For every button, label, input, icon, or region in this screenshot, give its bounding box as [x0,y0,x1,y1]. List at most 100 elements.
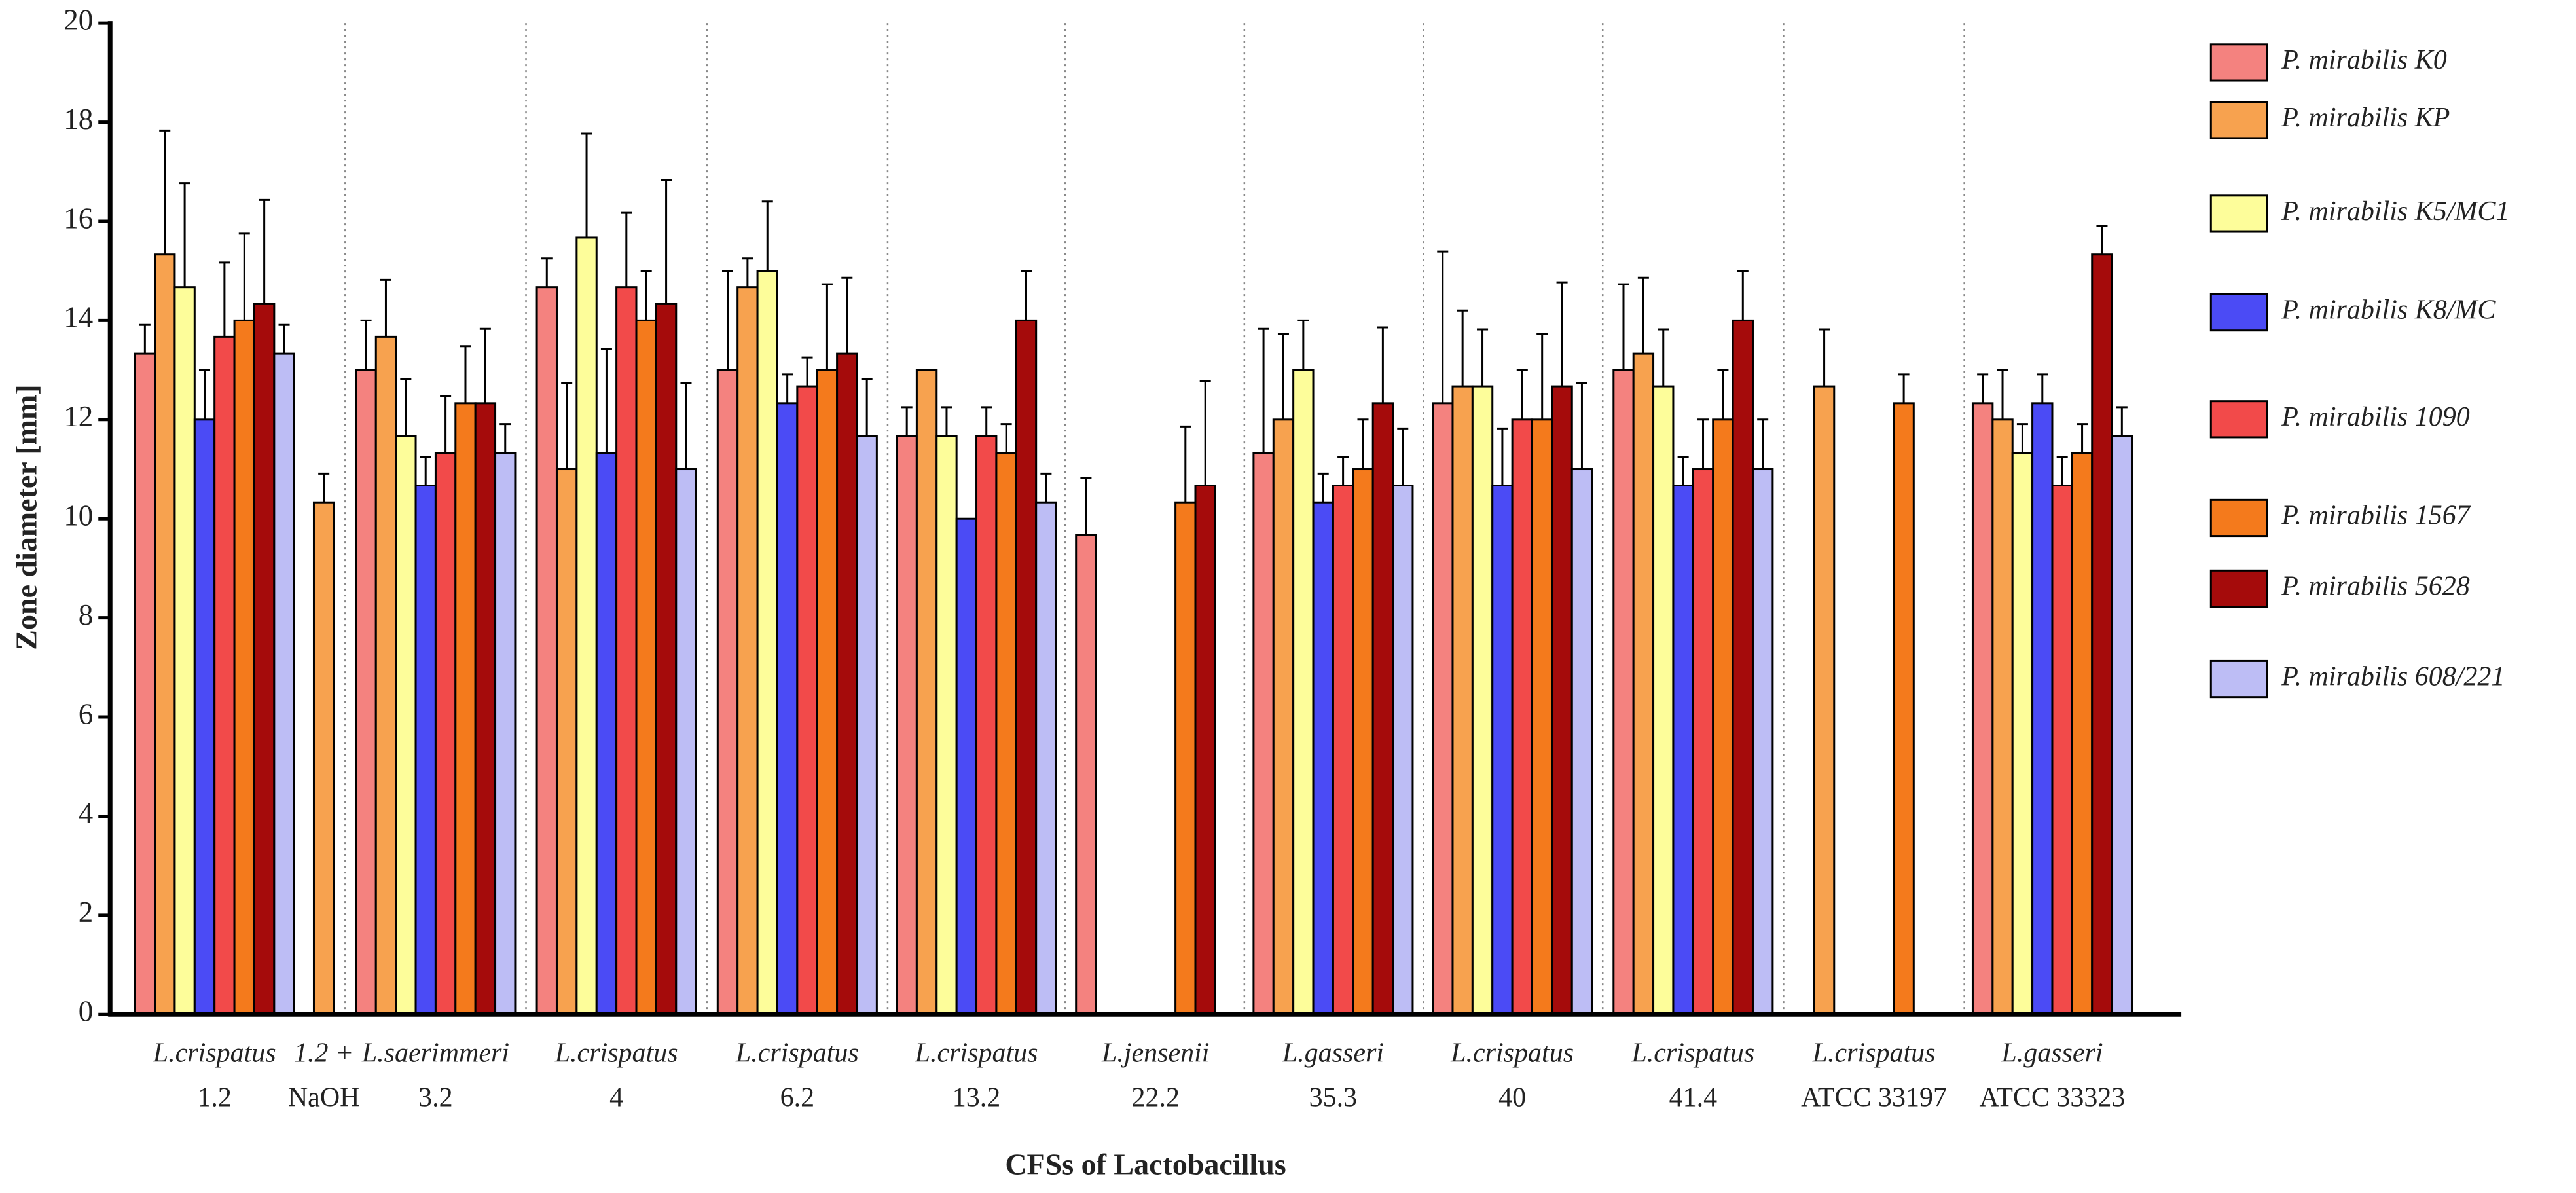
x-tick-label: L.crispatus [1631,1038,1754,1069]
error-bar [2037,373,2048,403]
bar [233,319,255,1016]
error-bar [1898,373,1910,403]
bar [1272,418,1295,1016]
x-tick-label: L.crispatus [1812,1038,1936,1069]
x-tick-label: 35.3 [1309,1082,1358,1112]
error-bar [198,369,211,420]
bar [1035,501,1057,1016]
bar [1075,534,1097,1016]
bar [1451,385,1474,1016]
x-tick-label: 13.2 [952,1082,1001,1112]
bar [1371,402,1394,1016]
error-bar [318,472,330,503]
x-tick-label: L.crispatus [554,1038,678,1069]
error-bar [2016,423,2028,453]
error-bar [360,319,372,371]
x-tick-label: L.crispatus [735,1038,859,1069]
bar [896,435,918,1016]
bar [454,402,477,1016]
x-axis-title: CFSs of Lactobacillus [1005,1148,1286,1181]
x-tick-label: 4 [609,1082,623,1112]
bar [955,517,978,1016]
bar [1692,468,1714,1016]
bar [1252,452,1275,1016]
error-bar [1717,369,1729,420]
error-bar [1737,270,1749,321]
bar [1570,468,1593,1016]
error-bar [1040,472,1052,503]
error-bar [499,423,511,453]
y-tick-label: 6 [79,697,94,730]
error-bar [1977,373,1989,403]
bar [1432,402,1454,1016]
bar [675,468,697,1016]
bar [193,418,216,1016]
error-bar [2096,225,2108,255]
error-bar [541,257,553,287]
legend-label: P. mirabilis K5/MC1 [2281,196,2509,227]
x-tick-label: ATCC 33323 [1980,1082,2126,1112]
bar [355,369,377,1016]
error-bar [1437,250,1449,403]
error-bar [1457,309,1468,387]
error-bar [1199,380,1211,486]
y-tick-label: 16 [63,202,93,234]
error-bar [479,327,491,403]
error-bar [179,182,190,287]
legend-label: P. mirabilis 608/221 [2281,662,2505,692]
bar [1292,369,1315,1016]
bar [1672,484,1694,1016]
bar [1531,418,1553,1016]
error-bar [1576,382,1587,469]
bar [1893,402,1915,1016]
bar [1491,484,1514,1016]
x-tick-label: ATCC 33197 [1801,1082,1947,1112]
y-tick-label: 10 [63,500,93,532]
error-bar [440,394,452,453]
error-bar [841,276,853,354]
x-tick-label: 40 [1498,1082,1526,1112]
bar [1971,402,1994,1016]
error-bar [600,348,612,453]
error-bar [1397,427,1409,486]
bar [535,286,558,1016]
bar [776,402,799,1016]
bar [1352,468,1374,1016]
error-bar [661,179,672,304]
bar [836,352,858,1016]
bar [2031,402,2054,1016]
error-bar [1536,333,1548,420]
bar [154,253,176,1016]
error-bar [1819,328,1830,387]
error-bar [721,270,733,371]
bar [975,435,998,1016]
bar [1194,484,1216,1016]
error-bar [861,378,873,436]
error-bar [981,406,992,436]
legend-label: P. mirabilis K0 [2281,45,2446,75]
y-tick-label: 8 [79,598,94,631]
bar [1991,418,2014,1016]
error-bar [821,283,833,371]
y-tick-label: 2 [79,896,94,928]
bar [736,286,759,1016]
bar [615,286,638,1016]
bar [935,435,958,1016]
legend-swatch [2209,400,2268,439]
bar [816,369,839,1016]
bar [1471,385,1494,1016]
error-bar [621,211,632,287]
error-bar [1297,319,1309,371]
x-tick-label: L.saerimmeri [361,1038,509,1069]
bar [555,468,578,1016]
legend-label: P. mirabilis 5628 [2281,572,2469,602]
error-bar [901,406,913,436]
error-bar [1477,328,1489,387]
x-tick-label: 22.2 [1131,1082,1180,1112]
error-bar [1277,333,1289,420]
bar [2111,435,2133,1016]
error-bar [1618,283,1629,371]
y-tick-label: 18 [63,103,93,136]
bar [1751,468,1774,1016]
error-bar [680,382,692,469]
